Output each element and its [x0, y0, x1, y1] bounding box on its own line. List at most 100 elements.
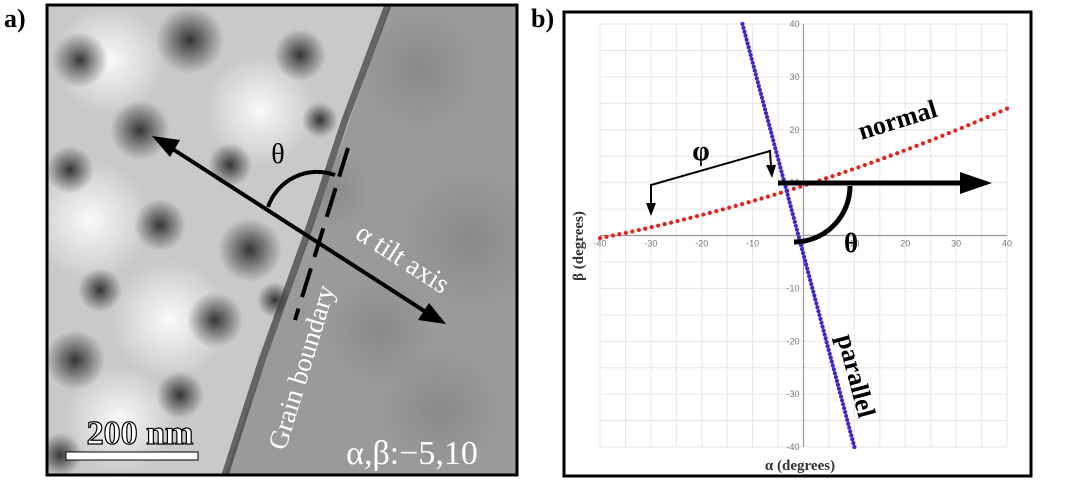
point-normal — [895, 151, 900, 156]
point-normal — [940, 133, 945, 138]
point-parallel — [791, 215, 796, 221]
point-normal — [920, 141, 926, 146]
point-parallel — [741, 25, 746, 30]
point-normal — [927, 138, 932, 143]
point-parallel — [777, 161, 782, 166]
point-parallel — [779, 169, 784, 174]
theta-arc-b — [793, 185, 853, 245]
point-parallel — [776, 157, 781, 162]
point-normal — [849, 167, 855, 172]
point-normal — [707, 210, 712, 215]
y-tick-label: -20 — [786, 336, 799, 346]
point-parallel — [820, 324, 825, 329]
point-normal — [882, 155, 887, 161]
point-parallel — [787, 200, 792, 205]
point-parallel — [802, 258, 808, 263]
point-normal — [675, 218, 680, 224]
point-normal — [668, 220, 674, 225]
x-axis-label: α (degrees) — [765, 458, 835, 474]
theta-label-a: θ — [271, 139, 284, 170]
scale-bar-line — [65, 451, 199, 461]
point-parallel — [801, 254, 807, 259]
point-parallel — [816, 309, 821, 314]
y-tick-label: 40 — [789, 19, 799, 29]
point-normal — [623, 230, 628, 235]
point-parallel — [781, 177, 786, 182]
point-parallel — [747, 49, 752, 54]
point-parallel — [789, 208, 794, 213]
point-normal — [649, 225, 654, 230]
point-parallel — [771, 138, 776, 143]
point-normal — [630, 229, 635, 234]
point-normal — [617, 232, 622, 237]
point-parallel — [780, 173, 785, 178]
point-normal — [914, 143, 919, 148]
point-parallel — [823, 336, 828, 341]
point-parallel — [850, 437, 855, 442]
point-normal — [985, 114, 990, 120]
point-parallel — [813, 297, 818, 302]
x-tick-label: -20 — [695, 239, 708, 249]
point-parallel — [750, 60, 755, 65]
point-parallel — [819, 320, 824, 325]
point-parallel — [847, 425, 852, 430]
point-parallel — [795, 231, 800, 236]
point-normal — [946, 131, 951, 136]
point-parallel — [832, 371, 837, 376]
point-parallel — [757, 87, 763, 93]
point-normal — [836, 171, 842, 177]
tilt-axis-arrowhead-end — [418, 303, 446, 324]
point-parallel — [844, 413, 849, 419]
point-parallel — [766, 118, 771, 124]
point-parallel — [764, 115, 770, 120]
point-normal — [901, 148, 906, 153]
point-parallel — [758, 91, 764, 96]
point-normal — [688, 215, 693, 220]
point-parallel — [800, 250, 806, 256]
point-parallel — [742, 29, 747, 34]
point-normal — [662, 222, 667, 227]
point-parallel — [843, 409, 848, 415]
tem-micrograph — [47, 5, 517, 475]
point-parallel — [804, 262, 809, 267]
point-parallel — [812, 293, 817, 298]
point-parallel — [828, 355, 833, 360]
point-normal — [959, 125, 964, 130]
point-parallel — [794, 227, 799, 232]
point-parallel — [743, 33, 748, 38]
point-normal — [752, 198, 758, 203]
panel-b-letter: b) — [531, 4, 555, 33]
point-normal — [862, 162, 867, 168]
point-parallel — [784, 188, 789, 193]
point-parallel — [759, 95, 765, 100]
point-parallel — [788, 204, 793, 209]
point-normal — [733, 203, 738, 209]
point-parallel — [827, 351, 832, 356]
point-parallel — [749, 56, 754, 62]
point-normal — [888, 153, 893, 158]
point-parallel — [840, 402, 846, 407]
point-parallel — [756, 83, 761, 89]
point-parallel — [830, 363, 835, 368]
point-normal — [759, 196, 764, 201]
point-normal — [830, 174, 835, 179]
y-tick-label: 30 — [789, 72, 799, 82]
alpha-direction-arrowhead — [960, 172, 992, 194]
point-parallel — [753, 72, 758, 77]
point-parallel — [770, 134, 775, 139]
point-parallel — [817, 312, 822, 318]
point-parallel — [810, 285, 815, 290]
point-parallel — [768, 126, 773, 131]
phi-arrowhead-right — [766, 165, 776, 178]
point-parallel — [822, 332, 827, 337]
point-normal — [701, 212, 706, 217]
panel-a-frame — [45, 3, 519, 477]
point-normal — [778, 190, 783, 195]
point-parallel — [799, 246, 805, 252]
point-parallel — [834, 378, 840, 384]
point-parallel — [796, 235, 802, 240]
point-parallel — [761, 103, 767, 108]
y-axis-label: β (degrees) — [571, 211, 587, 281]
tilt-axis-arrowhead-start — [152, 136, 180, 157]
